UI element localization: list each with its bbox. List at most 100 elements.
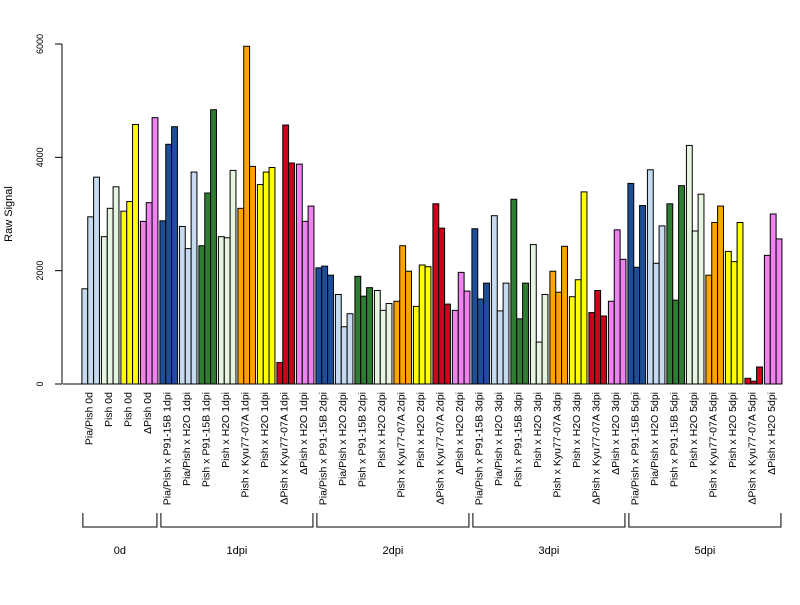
x-tick-label: Pish x P91-15B 1dpi — [201, 392, 213, 487]
bar — [666, 203, 674, 385]
x-tick-label: Pia/Pish 0d — [84, 392, 96, 445]
bar — [126, 201, 134, 385]
bar — [619, 258, 627, 385]
bar — [483, 282, 490, 385]
group-label: 2dpi — [383, 545, 404, 557]
x-tick-label: Pish x H2O 5dpi — [727, 392, 739, 468]
x-tick-label: ΔPish x H2O 1dpi — [298, 392, 310, 475]
bars — [81, 45, 783, 385]
bar — [373, 290, 381, 385]
bar — [262, 171, 270, 385]
bar — [775, 238, 783, 385]
bar — [412, 305, 420, 385]
bar — [171, 126, 178, 385]
bar — [307, 205, 315, 385]
x-tick-label: Pia/Pish x H2O 1dpi — [181, 392, 193, 486]
bar — [229, 169, 237, 385]
bar — [646, 169, 654, 385]
bar — [756, 366, 763, 385]
bar — [276, 361, 284, 385]
bar — [451, 309, 459, 385]
bar — [535, 341, 543, 385]
bar — [165, 143, 173, 385]
y-tick-label: 0 — [35, 381, 45, 386]
bar — [360, 295, 368, 385]
group-bracket — [628, 513, 782, 528]
x-tick-label: ΔPish x Kyu77-07A 2dpi — [435, 392, 447, 505]
bar — [541, 293, 549, 385]
x-tick-label: ΔPish x Kyu77-07A 3dpi — [591, 392, 603, 505]
bar — [204, 192, 212, 385]
bar — [327, 274, 334, 385]
group-label: 5dpi — [695, 545, 716, 557]
bar — [568, 296, 576, 385]
bar — [549, 270, 557, 385]
bar — [301, 220, 309, 385]
bar — [490, 215, 498, 385]
bar — [705, 274, 713, 385]
bar — [678, 185, 685, 385]
bar — [159, 220, 167, 385]
bar — [190, 171, 198, 385]
bar — [750, 380, 758, 385]
bar — [516, 318, 524, 385]
x-tick-label: ΔPish 0d — [142, 392, 154, 434]
x-tick-label: Pia/Pish x H2O 3dpi — [493, 392, 505, 486]
bar — [510, 198, 518, 385]
bar — [151, 117, 159, 385]
bar — [652, 262, 660, 385]
bar — [178, 225, 186, 385]
x-tick-label: Pish x Kyu77-07A 5dpi — [708, 392, 720, 498]
x-tick-label: Pish x H2O 5dpi — [688, 392, 700, 468]
bar — [184, 248, 192, 385]
bar — [366, 287, 373, 385]
bar — [81, 288, 89, 385]
bar — [399, 245, 407, 385]
x-tick-label: Pia/Pish x P91-15B 2dpi — [318, 392, 330, 505]
group-label: 0d — [114, 545, 126, 557]
bar — [580, 191, 588, 385]
bar — [607, 300, 615, 385]
bar — [724, 250, 732, 385]
bar — [237, 207, 245, 385]
bar — [763, 254, 771, 385]
bar — [321, 265, 329, 385]
bar — [198, 245, 206, 385]
bar — [100, 236, 108, 385]
bar — [210, 109, 217, 385]
bar — [139, 220, 147, 385]
bar — [432, 203, 440, 385]
bar — [132, 123, 139, 385]
x-tick-label: ΔPish x Kyu77-07A 1dpi — [279, 392, 291, 505]
bar — [529, 244, 537, 385]
bar — [256, 184, 264, 385]
bar — [243, 45, 251, 385]
bar — [106, 207, 114, 385]
x-tick-label: ΔPish x H2O 3dpi — [610, 392, 622, 475]
bar — [424, 266, 432, 385]
bar — [658, 225, 666, 385]
y-tick-label: 4000 — [35, 147, 45, 167]
bar — [522, 282, 529, 385]
bar — [354, 275, 362, 385]
bar — [346, 313, 354, 385]
bar — [223, 237, 231, 385]
y-tick-label: 6000 — [35, 34, 45, 54]
bar — [379, 309, 387, 385]
bar — [463, 290, 471, 385]
x-tick-label: Pish x H2O 1dpi — [220, 392, 232, 468]
bar — [730, 261, 738, 385]
bar — [268, 167, 276, 385]
x-tick-label: Pia/Pish x H2O 5dpi — [649, 392, 661, 486]
bar — [769, 213, 777, 385]
bar — [385, 303, 393, 385]
bar — [717, 205, 724, 385]
group-bracket — [472, 513, 626, 528]
x-tick-label: ΔPish x Kyu77-07A 5dpi — [747, 392, 759, 505]
bar — [496, 310, 504, 385]
bar — [697, 193, 705, 385]
x-tick-label: ΔPish x H2O 5dpi — [766, 392, 778, 475]
bar — [471, 228, 479, 385]
bar — [502, 282, 510, 385]
